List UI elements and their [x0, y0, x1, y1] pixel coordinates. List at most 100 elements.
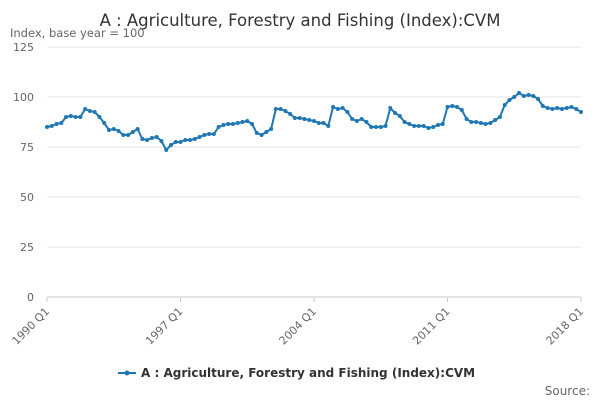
data-point[interactable]	[240, 120, 245, 124]
data-point[interactable]	[431, 125, 436, 129]
data-point[interactable]	[259, 133, 264, 137]
data-point[interactable]	[183, 138, 188, 142]
data-point[interactable]	[92, 110, 97, 114]
data-point[interactable]	[135, 127, 140, 131]
data-point[interactable]	[488, 121, 493, 125]
data-point[interactable]	[278, 107, 283, 111]
data-point[interactable]	[421, 124, 426, 128]
data-point[interactable]	[211, 132, 216, 136]
data-point[interactable]	[502, 103, 507, 107]
data-point[interactable]	[497, 115, 502, 119]
data-point[interactable]	[483, 122, 488, 126]
data-point[interactable]	[316, 121, 321, 125]
data-point[interactable]	[517, 91, 522, 95]
data-point[interactable]	[254, 131, 259, 135]
data-point[interactable]	[402, 120, 407, 124]
data-point[interactable]	[68, 114, 73, 118]
data-point[interactable]	[579, 110, 583, 114]
data-point[interactable]	[559, 107, 564, 111]
data-point[interactable]	[521, 94, 526, 98]
data-point[interactable]	[364, 120, 369, 124]
data-point[interactable]	[45, 125, 49, 129]
data-point[interactable]	[250, 122, 255, 126]
data-point[interactable]	[416, 124, 421, 128]
data-point[interactable]	[512, 95, 517, 99]
data-point[interactable]	[273, 107, 278, 111]
data-point[interactable]	[235, 121, 240, 125]
data-point[interactable]	[545, 106, 550, 110]
data-point[interactable]	[154, 135, 159, 139]
data-point[interactable]	[450, 104, 455, 108]
data-point[interactable]	[459, 108, 464, 112]
data-point[interactable]	[321, 121, 326, 125]
data-point[interactable]	[111, 127, 116, 131]
data-point[interactable]	[226, 122, 231, 126]
data-point[interactable]	[230, 122, 235, 126]
data-point[interactable]	[87, 109, 92, 113]
data-point[interactable]	[140, 137, 145, 141]
data-point[interactable]	[83, 107, 88, 111]
data-point[interactable]	[202, 133, 207, 137]
data-point[interactable]	[221, 123, 226, 127]
data-point[interactable]	[302, 117, 307, 121]
data-point[interactable]	[426, 126, 431, 130]
data-point[interactable]	[435, 123, 440, 127]
data-point[interactable]	[359, 117, 364, 121]
data-point[interactable]	[540, 104, 545, 108]
legend[interactable]: A : Agriculture, Forestry and Fishing (I…	[118, 366, 475, 380]
data-point[interactable]	[106, 128, 111, 132]
data-point[interactable]	[269, 127, 274, 131]
data-point[interactable]	[145, 138, 150, 142]
data-point[interactable]	[493, 118, 498, 122]
data-point[interactable]	[49, 124, 54, 128]
data-point[interactable]	[335, 107, 340, 111]
data-point[interactable]	[245, 119, 250, 123]
data-point[interactable]	[455, 105, 460, 109]
data-point[interactable]	[354, 119, 359, 123]
data-point[interactable]	[531, 94, 536, 98]
data-point[interactable]	[159, 139, 164, 143]
data-point[interactable]	[469, 120, 474, 124]
data-point[interactable]	[564, 106, 569, 110]
data-point[interactable]	[526, 93, 531, 97]
data-point[interactable]	[178, 140, 183, 144]
data-point[interactable]	[555, 106, 560, 110]
data-point[interactable]	[393, 111, 398, 115]
data-point[interactable]	[464, 117, 469, 121]
data-point[interactable]	[116, 129, 121, 133]
data-point[interactable]	[536, 97, 541, 101]
data-point[interactable]	[192, 137, 197, 141]
data-point[interactable]	[574, 107, 579, 111]
data-point[interactable]	[78, 115, 83, 119]
data-point[interactable]	[54, 122, 59, 126]
data-point[interactable]	[292, 116, 297, 120]
data-point[interactable]	[197, 135, 202, 139]
data-point[interactable]	[445, 105, 450, 109]
data-point[interactable]	[207, 132, 212, 136]
data-point[interactable]	[64, 115, 69, 119]
data-point[interactable]	[340, 106, 345, 110]
data-point[interactable]	[383, 124, 388, 128]
data-point[interactable]	[297, 116, 302, 120]
data-point[interactable]	[102, 121, 107, 125]
data-point[interactable]	[326, 124, 331, 128]
data-point[interactable]	[59, 121, 64, 125]
data-point[interactable]	[550, 107, 555, 111]
data-point[interactable]	[397, 114, 402, 118]
data-point[interactable]	[97, 115, 102, 119]
data-point[interactable]	[168, 143, 173, 147]
data-point[interactable]	[345, 110, 350, 114]
data-point[interactable]	[173, 140, 178, 144]
data-point[interactable]	[149, 136, 154, 140]
data-point[interactable]	[474, 120, 479, 124]
data-point[interactable]	[388, 106, 393, 110]
data-point[interactable]	[373, 125, 378, 129]
data-point[interactable]	[307, 118, 312, 122]
data-point[interactable]	[283, 109, 288, 113]
data-point[interactable]	[412, 124, 417, 128]
data-point[interactable]	[264, 130, 269, 134]
data-point[interactable]	[126, 133, 131, 137]
data-point[interactable]	[478, 121, 483, 125]
data-point[interactable]	[507, 98, 512, 102]
data-point[interactable]	[350, 117, 355, 121]
